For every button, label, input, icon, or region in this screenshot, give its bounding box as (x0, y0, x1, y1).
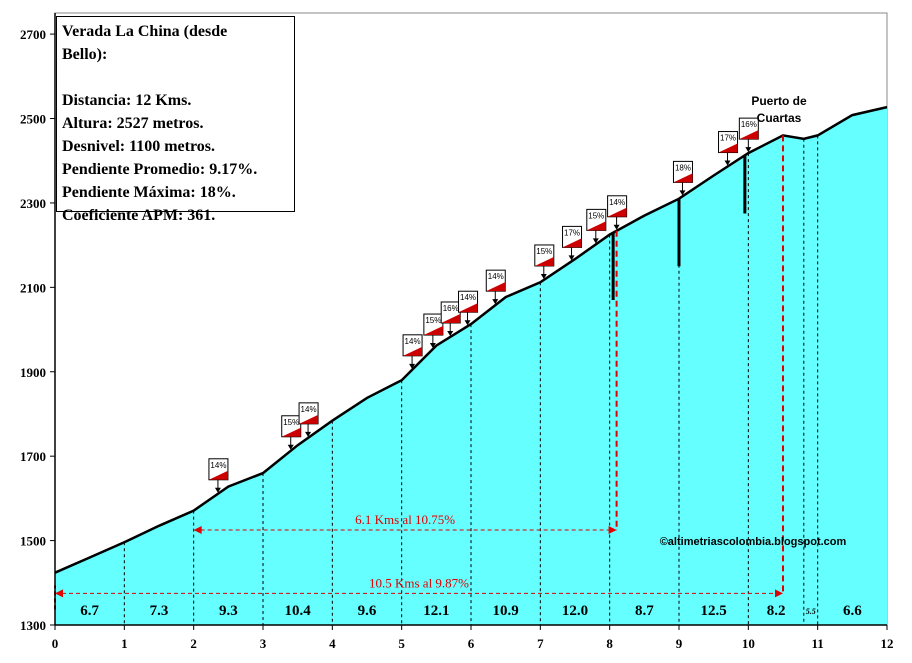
flag-arrowhead (429, 343, 436, 349)
x-tick-label: 6 (468, 636, 475, 651)
grade-flag-label: 15% (588, 211, 604, 220)
x-tick-label: 2 (190, 636, 197, 651)
climb1-arrow-right (608, 526, 617, 535)
y-tick-label: 2500 (20, 112, 46, 127)
info-avg-grade: Pendiente Promedio: 9.17%. (62, 161, 258, 178)
segment-grade-label: 9.6 (358, 603, 377, 619)
flag-arrowhead (447, 330, 454, 336)
x-tick-label: 7 (537, 636, 544, 651)
x-tick-label: 5 (398, 636, 405, 651)
grade-flag-label: 16% (443, 304, 459, 313)
grade-flag-label: 14% (460, 293, 476, 302)
grade-flag-label: 17% (564, 228, 580, 237)
credit-label: ©altimetriascolombia.blogspot.com (660, 536, 847, 548)
grade-flag-triangle (486, 282, 506, 292)
y-tick-label: 1700 (20, 449, 46, 464)
flag-arrowhead (613, 224, 620, 230)
flag-arrowhead (492, 299, 499, 305)
climb2-label: 10.5 Kms al 9.87% (369, 575, 469, 590)
grade-flag-label: 14% (405, 337, 421, 346)
climb1-arrow-left (193, 526, 202, 535)
info-title: Verada La China (desde (62, 23, 228, 40)
profile-line (54, 105, 888, 574)
info-elevation-gain: Desnivel: 1100 metros. (62, 138, 216, 155)
grade-flag-triangle (403, 346, 423, 356)
segment-grade-label: 6.7 (80, 603, 99, 619)
grade-flag-label: 14% (609, 198, 625, 207)
x-tick-label: 11 (812, 636, 824, 651)
segment-grade-label: 5.5 (806, 607, 816, 616)
grade-flag-label: 14% (488, 272, 504, 281)
climb2-arrow-left (55, 589, 63, 598)
grade-flag-label: 18% (675, 163, 691, 172)
y-tick-label: 2700 (20, 27, 46, 42)
grade-flag-triangle (739, 130, 759, 140)
x-tick-label: 4 (329, 636, 336, 651)
info-apm: Coeficiente APM: 361. (62, 207, 216, 224)
grade-flag-triangle (586, 221, 606, 231)
flag-arrowhead (214, 487, 221, 493)
grade-flag-triangle (607, 207, 627, 217)
grade-flag-label: 16% (741, 120, 757, 129)
climb1-label: 6.1 Kms al 10.75% (355, 512, 455, 527)
grade-flag-triangle (423, 326, 443, 336)
flag-arrowhead (592, 238, 599, 244)
segment-grade-label: 10.9 (493, 603, 519, 619)
x-tick-label: 10 (742, 636, 755, 651)
segment-grade-label: 12.0 (562, 603, 588, 619)
segment-grade-label: 6.6 (843, 603, 862, 619)
grade-flag-triangle (673, 173, 693, 183)
y-tick-label: 1300 (20, 618, 46, 633)
x-tick-label: 1 (121, 636, 128, 651)
x-tick-label: 8 (606, 636, 613, 651)
grade-flag-label: 17% (720, 134, 736, 143)
x-tick-label: 0 (52, 636, 59, 651)
y-tick-label: 2100 (20, 280, 46, 295)
peak-label-line1: Puerto de (751, 94, 807, 108)
segment-grade-label: 9.3 (219, 603, 238, 619)
flag-arrowhead (287, 444, 294, 450)
grade-flag-triangle (562, 238, 582, 248)
peak-label-line2: Cuartas (757, 111, 802, 125)
info-distance: Distancia: 12 Kms. (62, 92, 192, 109)
segment-grade-label: 10.4 (285, 603, 312, 619)
grade-flag-label: 15% (536, 247, 552, 256)
info-spacer (62, 66, 289, 89)
grade-flag-triangle (299, 414, 319, 424)
info-box: Verada La China (desde Bello): Distancia… (56, 16, 295, 224)
y-tick-label: 1500 (20, 534, 46, 549)
segment-grade-label: 8.2 (767, 603, 786, 619)
info-altitude: Altura: 2527 metros. (62, 115, 204, 132)
y-tick-label: 1900 (20, 365, 46, 380)
segment-grade-label: 12.1 (423, 603, 449, 619)
climb2-arrow-right (775, 589, 783, 598)
segment-grade-label: 12.5 (701, 603, 727, 619)
x-tick-label: 9 (676, 636, 683, 651)
grade-flag-triangle (208, 470, 228, 480)
grade-flag-triangle (441, 313, 461, 323)
flag-arrowhead (409, 363, 416, 369)
flag-arrowhead (745, 147, 752, 153)
flag-arrowhead (724, 160, 731, 166)
y-tick-label: 2300 (20, 196, 46, 211)
grade-flag-label: 15% (283, 418, 299, 427)
grade-flag-label: 14% (301, 405, 317, 414)
flag-arrowhead (568, 255, 575, 261)
flag-arrowhead (464, 320, 471, 326)
flag-arrowhead (305, 431, 312, 437)
segment-grade-label: 7.3 (150, 603, 169, 619)
info-max-grade: Pendiente Máxima: 18%. (62, 184, 236, 201)
grade-flag-label: 15% (425, 316, 441, 325)
x-tick-label: 3 (260, 636, 267, 651)
grade-flag-triangle (281, 427, 301, 437)
grade-flag-triangle (718, 143, 738, 153)
x-tick-label: 12 (881, 636, 894, 651)
flag-arrowhead (540, 273, 547, 279)
grade-flag-triangle (534, 256, 554, 266)
info-title-cont: Bello): (62, 46, 108, 63)
grade-flag-triangle (458, 303, 478, 313)
flag-arrowhead (679, 190, 686, 196)
segment-grade-label: 8.7 (635, 603, 654, 619)
grade-flag-label: 14% (210, 461, 226, 470)
